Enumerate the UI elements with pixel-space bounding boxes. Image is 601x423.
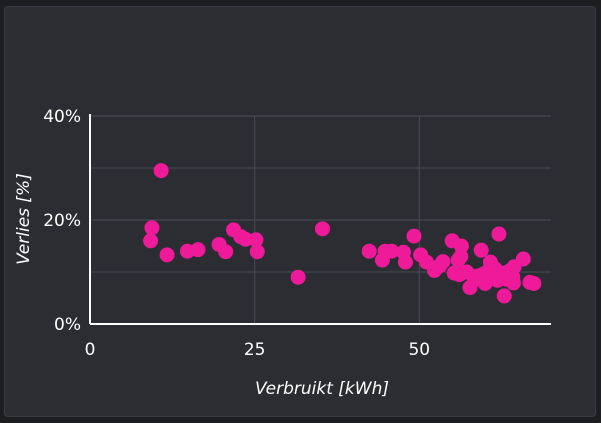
axes <box>89 114 551 325</box>
data-point <box>237 231 253 247</box>
data-point <box>473 242 489 258</box>
x-tick-label: 25 <box>244 340 266 360</box>
data-point <box>435 254 451 270</box>
data-point <box>218 244 234 260</box>
data-point <box>314 221 330 237</box>
data-point <box>397 254 413 270</box>
data-points <box>143 163 542 304</box>
data-point <box>515 251 531 267</box>
x-tick-label: 50 <box>408 340 430 360</box>
data-point <box>406 228 422 244</box>
y-tick-label: 0% <box>54 315 81 335</box>
grid-lines <box>90 115 551 324</box>
y-tick-label: 40% <box>43 107 81 127</box>
x-tick-label: 0 <box>85 340 96 360</box>
data-point <box>159 247 175 263</box>
data-point <box>505 275 521 291</box>
data-point <box>496 288 512 304</box>
chart-card <box>4 6 596 417</box>
data-point <box>143 233 159 249</box>
data-point <box>384 243 400 259</box>
data-point <box>453 238 469 254</box>
data-point <box>144 220 160 236</box>
data-point <box>526 275 542 291</box>
data-point <box>249 244 265 260</box>
data-point <box>361 243 377 259</box>
data-point <box>248 232 264 248</box>
data-point <box>290 269 306 285</box>
data-point <box>491 226 507 242</box>
data-point <box>153 163 169 179</box>
tick-labels: 0% 20% 40% 0 25 50 <box>43 107 430 360</box>
y-tick-label: 20% <box>43 211 81 231</box>
y-axis-title: Verlies [%] <box>14 173 34 265</box>
data-point <box>190 242 206 258</box>
x-axis-title: Verbruikt [kWh] <box>255 379 389 399</box>
